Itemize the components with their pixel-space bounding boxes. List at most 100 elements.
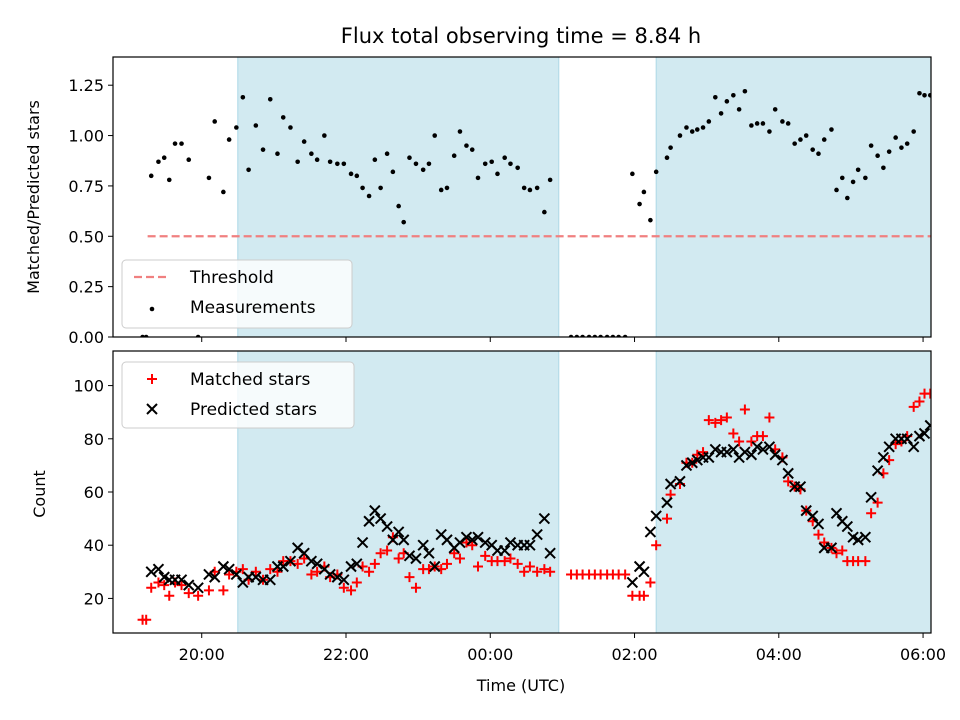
predicted-star-point xyxy=(930,428,931,439)
predicted-star-point xyxy=(859,531,872,543)
legend-predicted-swatch xyxy=(146,403,158,415)
measurement-point xyxy=(366,193,372,199)
predicted-star-point xyxy=(392,526,405,538)
measurement-point xyxy=(420,167,426,173)
measurement-point xyxy=(664,155,670,161)
predicted-star-point xyxy=(531,528,543,541)
measurement-point xyxy=(700,125,706,130)
bottom-shaded-interval-1 xyxy=(655,351,931,633)
measurement-point xyxy=(226,137,232,142)
matched-star-point xyxy=(661,513,672,524)
measurement-point xyxy=(401,219,407,225)
measurement-point xyxy=(457,129,463,134)
predicted-star-point xyxy=(757,443,769,456)
matched-star-point xyxy=(728,428,739,439)
matched-star-point xyxy=(831,548,842,559)
top-y-axis-label: Matched/Predicted stars xyxy=(24,100,43,294)
bottom-series-matched-stars xyxy=(137,370,958,625)
predicted-star-point xyxy=(504,536,517,549)
top-y-tick-label: 0.75 xyxy=(68,177,104,196)
matched-star-point xyxy=(734,436,745,447)
matched-star-point xyxy=(757,431,768,442)
predicted-star-point xyxy=(331,571,344,583)
predicted-star-point xyxy=(680,459,693,472)
measurement-point xyxy=(850,179,856,185)
measurement-point xyxy=(534,185,540,191)
measurement-point xyxy=(301,139,307,144)
measurement-point xyxy=(390,169,396,175)
measurement-point xyxy=(426,161,432,167)
matched-star-point xyxy=(512,558,523,569)
measurement-point xyxy=(689,129,695,134)
x-tick-label: 20:00 xyxy=(179,645,225,664)
chart-title: Flux total observing time = 8.84 h xyxy=(341,24,701,48)
legend-matched-swatch xyxy=(147,374,157,384)
predicted-star-point xyxy=(830,507,843,519)
top-y-tick-label: 1.00 xyxy=(68,127,104,146)
predicted-star-point xyxy=(901,433,913,445)
x-tick-label: 04:00 xyxy=(756,645,802,664)
matched-star-point xyxy=(153,577,164,588)
predicted-star-point xyxy=(498,544,511,557)
measurement-point xyxy=(179,141,184,146)
measurement-point xyxy=(724,99,730,104)
bottom-y-tick-label: 100 xyxy=(73,377,104,396)
predicted-star-point xyxy=(387,534,399,546)
measurement-point xyxy=(785,121,791,126)
measurement-point xyxy=(630,171,635,177)
measurement-point xyxy=(444,185,450,191)
predicted-star-point xyxy=(417,539,429,551)
measurement-point xyxy=(893,135,898,140)
top-plot-area xyxy=(140,57,931,337)
measurement-point xyxy=(322,133,327,138)
measurement-point xyxy=(868,143,874,148)
predicted-star-point xyxy=(924,419,931,432)
measurement-point xyxy=(917,90,922,96)
measurement-point xyxy=(816,151,821,156)
predicted-star-point xyxy=(311,558,323,570)
matched-star-point xyxy=(746,436,757,447)
measurement-point xyxy=(413,161,419,167)
matched-star-point xyxy=(272,566,283,577)
measurement-point xyxy=(246,167,251,173)
matched-star-point xyxy=(651,540,662,551)
predicted-star-point xyxy=(351,558,363,570)
measurement-point xyxy=(396,203,401,209)
matched-star-point xyxy=(948,418,958,428)
measurement-point xyxy=(875,153,880,159)
matched-star-point xyxy=(914,396,925,407)
matched-star-point xyxy=(203,585,214,596)
bottom-series-predicted-stars xyxy=(145,419,931,594)
measurement-point xyxy=(267,97,273,102)
x-axis-label: Time (UTC) xyxy=(476,676,565,695)
matched-star-point xyxy=(620,569,631,580)
predicted-star-point xyxy=(324,568,336,581)
predicted-star-point xyxy=(825,542,838,554)
bottom-y-tick-label: 40 xyxy=(84,536,104,555)
measurement-point xyxy=(754,121,760,126)
matched-star-point xyxy=(218,585,229,596)
predicted-star-point xyxy=(538,512,551,525)
predicted-star-point xyxy=(691,454,703,466)
measurement-point xyxy=(731,92,736,98)
matched-star-point xyxy=(938,370,948,380)
predicted-star-point xyxy=(883,441,895,453)
measurement-point xyxy=(341,161,347,167)
measurement-point xyxy=(260,147,266,152)
measurement-point xyxy=(637,201,642,207)
matched-star-point xyxy=(524,561,535,572)
measurement-point xyxy=(542,209,547,215)
predicted-star-point xyxy=(381,520,393,533)
matched-star-point xyxy=(645,577,656,588)
measurement-point xyxy=(886,149,892,154)
bottom-y-tick-label: 80 xyxy=(84,430,104,449)
top-y-tick-label: 0.00 xyxy=(68,328,104,347)
predicted-star-point xyxy=(650,510,662,522)
measurement-point xyxy=(527,187,533,193)
matched-star-point xyxy=(716,415,727,426)
matched-star-point xyxy=(306,569,317,580)
measurement-point xyxy=(780,119,785,124)
measurement-point xyxy=(166,177,172,183)
predicted-star-point xyxy=(209,571,221,583)
measurement-point xyxy=(502,155,507,161)
